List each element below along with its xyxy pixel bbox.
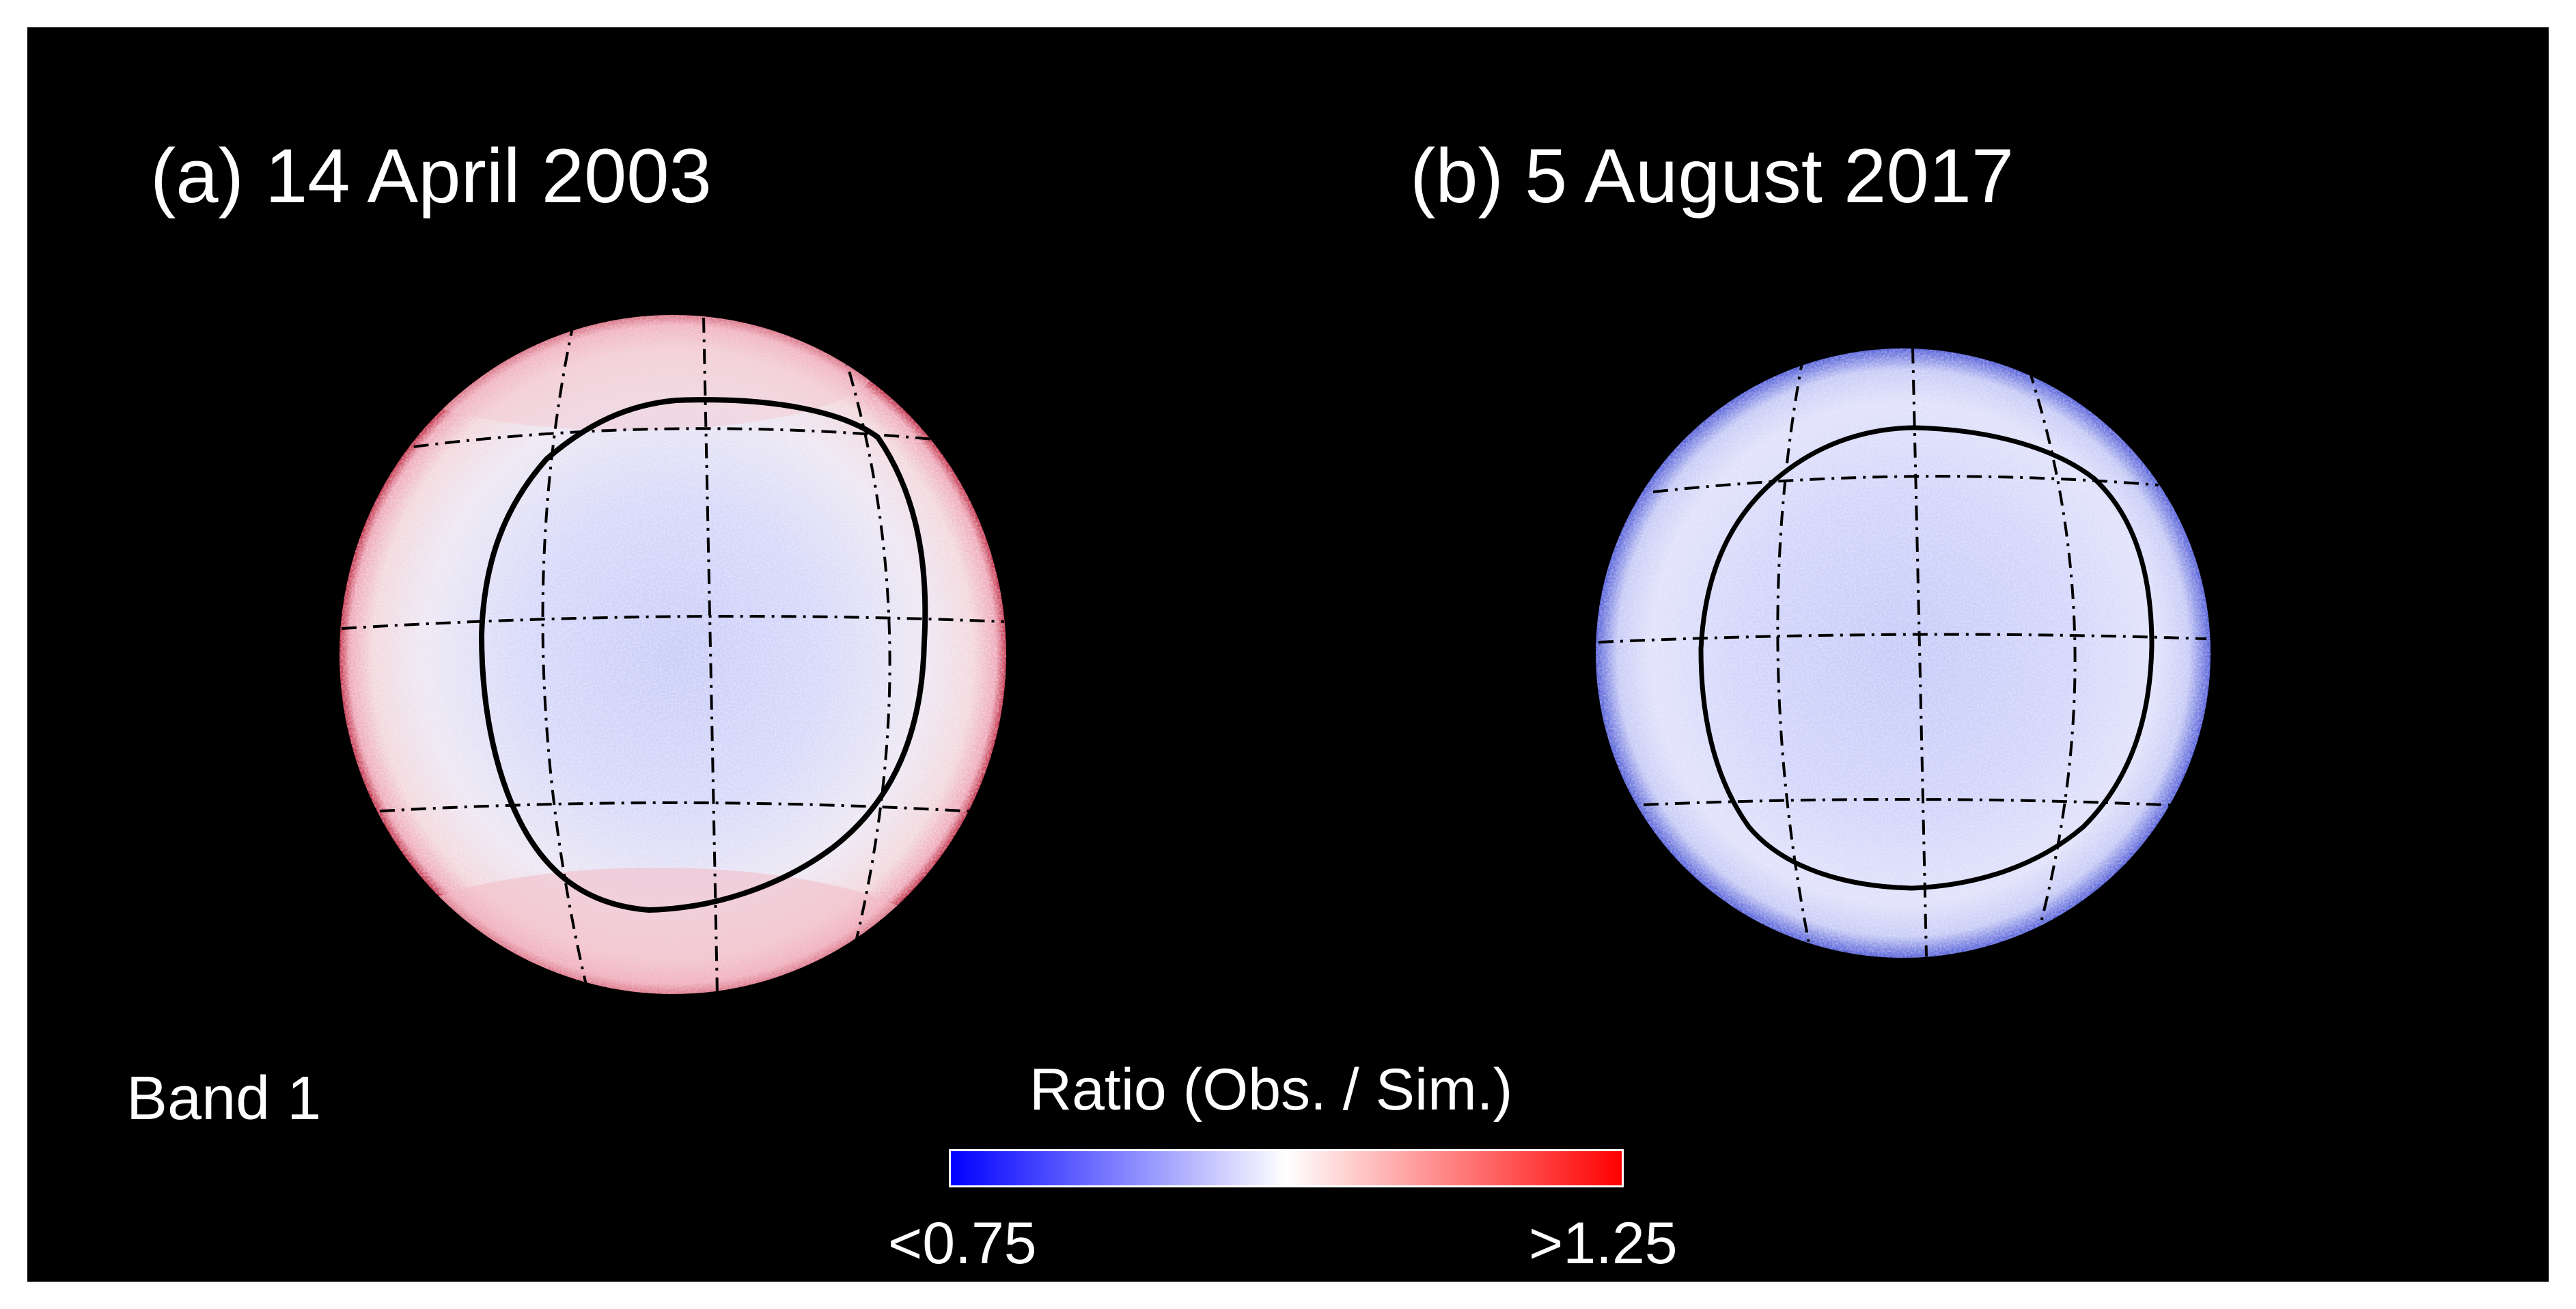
moon-disc-b bbox=[1596, 348, 2211, 958]
moon-disc-a bbox=[340, 315, 1006, 994]
panel-a-title: (a) 14 April 2003 bbox=[150, 133, 712, 219]
region-contour-b bbox=[1698, 425, 2155, 891]
region-contour-a bbox=[478, 397, 928, 913]
band-label: Band 1 bbox=[126, 1064, 322, 1133]
colorbar-min-label: <0.75 bbox=[888, 1211, 1037, 1276]
colorbar-max-label: >1.25 bbox=[1529, 1211, 1678, 1276]
figure-panel: (a) 14 April 2003 (b) 5 August 2017 Band… bbox=[27, 27, 2549, 1282]
colorbar-title: Ratio (Obs. / Sim.) bbox=[1029, 1057, 1513, 1122]
panel-b-title: (b) 5 August 2017 bbox=[1410, 133, 2014, 219]
colorbar bbox=[949, 1149, 1624, 1187]
moon-ratio-maps bbox=[340, 315, 2211, 994]
